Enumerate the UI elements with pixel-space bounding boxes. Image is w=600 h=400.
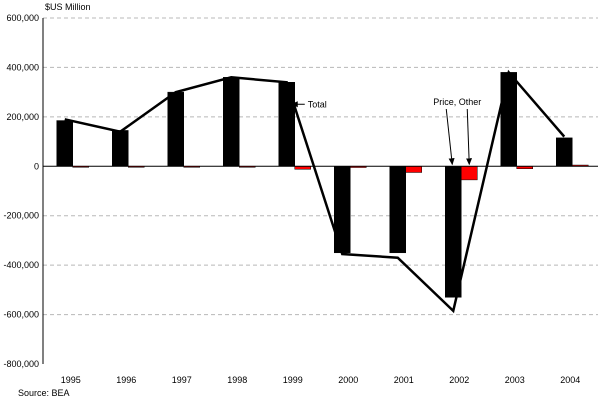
bar — [445, 166, 462, 298]
y-tick-label: 200,000 — [6, 112, 39, 122]
x-tick-label: 1997 — [172, 375, 192, 385]
y-tick-label: -800,000 — [3, 359, 39, 369]
bar — [278, 82, 295, 167]
bar — [56, 120, 73, 167]
annotation-total: Total — [308, 99, 327, 109]
x-tick-label: 2000 — [338, 375, 358, 385]
price-other-arrow-black — [445, 108, 455, 166]
source-note: Source: BEA — [18, 388, 70, 398]
annotations: Total Price, Other — [290, 97, 481, 166]
bar — [112, 130, 129, 167]
x-tick-label: 1999 — [283, 375, 303, 385]
y-tick-label: 400,000 — [6, 62, 39, 72]
x-tick-label: 2002 — [449, 375, 469, 385]
bar-price-other — [461, 166, 478, 181]
x-tick-labels: 1995 1996 1997 1998 1999 2000 2001 2002 2003 2004 — [61, 375, 581, 385]
y-tick-label: -400,000 — [3, 260, 39, 270]
bars — [56, 72, 589, 298]
y-tick-label: -200,000 — [3, 211, 39, 221]
bar — [167, 91, 184, 167]
y-tick-labels: 600,000 400,000 200,000 0 -200,000 -400,000 -6… — [3, 13, 39, 369]
annotation-price-other: Price, Other — [433, 97, 481, 107]
x-tick-label: 1996 — [116, 375, 136, 385]
bar — [500, 72, 517, 167]
bar — [223, 77, 240, 167]
y-tick-label: -600,000 — [3, 310, 39, 320]
y-tick-label: 0 — [34, 161, 39, 171]
price-other-arrow-red — [466, 108, 473, 166]
x-tick-label: 1998 — [227, 375, 247, 385]
bar — [556, 137, 573, 167]
x-tick-label: 2004 — [560, 375, 580, 385]
y-axis-label: $US Million — [45, 2, 91, 12]
x-tick-label: 2001 — [394, 375, 414, 385]
x-tick-label: 2003 — [505, 375, 525, 385]
x-tick-label: 1995 — [61, 375, 81, 385]
series-line-total — [64, 69, 566, 314]
y-tick-label: 600,000 — [6, 13, 39, 23]
bar — [389, 166, 406, 254]
bar-price-other — [405, 166, 422, 173]
